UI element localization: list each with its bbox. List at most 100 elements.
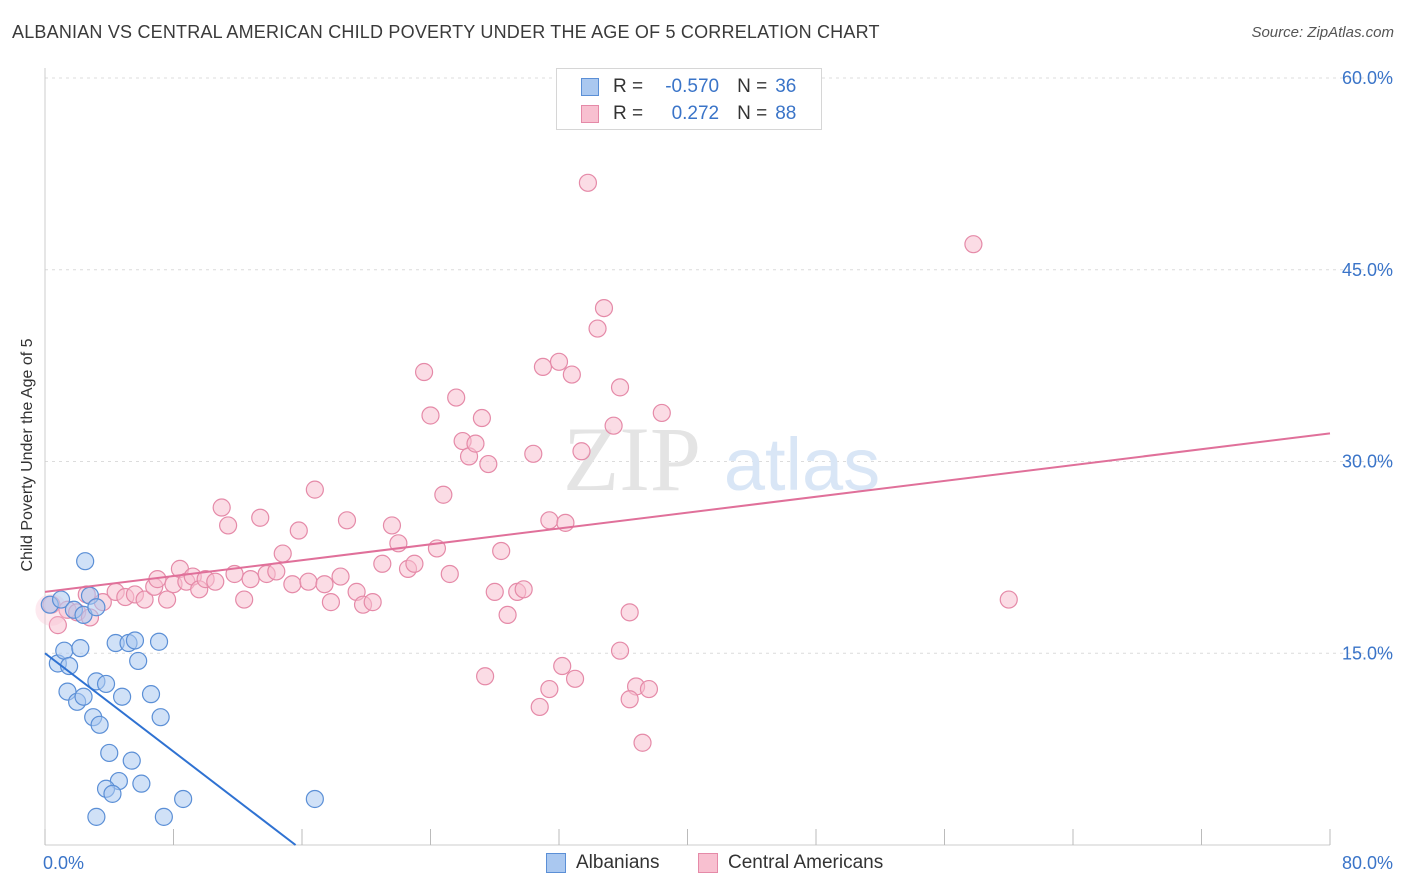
central-americans-point [610, 378, 630, 397]
central-americans-point [219, 516, 238, 535]
legend-label-central-americans: Central Americans [728, 852, 884, 873]
central-americans-point [620, 603, 639, 622]
chart-title: ALBANIAN VS CENTRAL AMERICAN CHILD POVER… [12, 22, 880, 42]
r-value: 0.272 [671, 103, 720, 124]
albanians-point [112, 687, 132, 706]
central-americans-point [594, 299, 614, 318]
n-label: N = [737, 103, 768, 124]
central-americans-point [447, 388, 466, 407]
albanians-point [151, 708, 170, 727]
tick-labels: 15.0% 30.0% 45.0% 60.0% 0.0% 80.0% [43, 68, 1393, 873]
albanians-point [154, 807, 173, 826]
r-label: R = [613, 103, 644, 124]
central-americans-point [524, 444, 543, 463]
central-americans-point [421, 406, 440, 425]
central-americans-point [633, 733, 652, 752]
y-tick-label: 30.0% [1342, 452, 1393, 472]
central-americans-point [549, 352, 569, 371]
central-americans-point [620, 690, 639, 709]
albanians-point [87, 807, 106, 826]
central-americans-point [48, 616, 67, 635]
central-americans-point [157, 590, 177, 609]
albanians-points [40, 552, 324, 826]
legend-row-albanians: R = -0.570 N = 36 [581, 75, 796, 99]
central-americans-point [999, 590, 1018, 609]
albanians-point [305, 789, 324, 809]
central-americans-point [273, 544, 292, 563]
central-americans-point [337, 511, 357, 530]
central-americans-point [315, 575, 334, 594]
central-americans-point [472, 408, 491, 428]
x-tick-label: 0.0% [43, 853, 84, 873]
n-value: 88 [775, 103, 797, 124]
central-americans-point [530, 697, 549, 717]
y-tick-label: 15.0% [1342, 643, 1393, 663]
x-tick-label: 80.0% [1342, 853, 1393, 873]
albanians-point [74, 687, 93, 706]
central-americans-point [212, 498, 231, 517]
central-americans-point [485, 582, 504, 601]
albanians-point [132, 774, 151, 793]
albanians-swatch [546, 853, 566, 873]
legend-label-albanians: Albanians [576, 852, 660, 873]
y-tick-label: 60.0% [1342, 68, 1393, 88]
central-americans-point [578, 173, 598, 192]
central-americans-point [562, 365, 581, 384]
albanians-point [100, 743, 119, 763]
albanians-point [71, 639, 90, 658]
central-americans-point [610, 641, 630, 660]
central-americans-point [652, 403, 671, 423]
central-americans-trend-line [44, 432, 1331, 593]
legend-row-central-americans: R = 0.272 N = 88 [581, 102, 796, 126]
n-value: 36 [775, 76, 797, 97]
central-americans-point [373, 554, 392, 573]
albanians-point [55, 641, 74, 660]
legend-item-central-americans[interactable]: Central Americans [698, 852, 883, 874]
albanians-point [122, 751, 141, 770]
central-americans-point [434, 485, 453, 504]
central-americans-point [251, 508, 270, 527]
albanians-point [51, 590, 71, 609]
central-americans-point [604, 416, 623, 435]
albanians-point [87, 598, 106, 617]
central-americans-point [382, 516, 402, 535]
central-americans-point [363, 593, 382, 612]
axes-layer [44, 68, 1331, 846]
central-americans-point [514, 580, 533, 599]
albanians-point [90, 715, 109, 734]
r-label: R = [613, 76, 644, 97]
central-americans-point [588, 319, 607, 338]
albanians-point [103, 784, 122, 803]
central-americans-point [241, 570, 260, 589]
central-americans-point [565, 669, 585, 688]
y-tick-label: 45.0% [1342, 260, 1393, 280]
central-americans-point [479, 454, 498, 474]
central-americans-swatch [698, 853, 718, 873]
central-americans-point [639, 679, 659, 699]
central-americans-point [235, 590, 254, 609]
central-americans-point [466, 434, 485, 453]
albanians-point [125, 631, 145, 650]
central-americans-point [414, 362, 434, 382]
legend-item-albanians[interactable]: Albanians [546, 852, 659, 874]
central-americans-point [267, 562, 286, 581]
central-americans-point [305, 480, 324, 499]
central-americans-point [492, 541, 511, 561]
central-americans-point [540, 511, 559, 530]
central-americans-point [533, 357, 553, 377]
central-americans-point [553, 656, 572, 676]
central-americans-point [321, 593, 341, 612]
series-legend: Albanians Central Americans [0, 850, 1406, 878]
central-americans-point [476, 667, 495, 686]
r-value: -0.570 [665, 76, 720, 97]
central-americans-point [289, 521, 308, 540]
central-americans-point [331, 567, 350, 586]
albanians-point [129, 651, 148, 671]
trend-lines [44, 432, 1331, 846]
central-americans-point [299, 572, 318, 591]
central-americans-swatch [581, 105, 599, 123]
albanians-point [96, 674, 116, 694]
albanians-point [174, 789, 193, 809]
central-americans-point [964, 235, 983, 254]
